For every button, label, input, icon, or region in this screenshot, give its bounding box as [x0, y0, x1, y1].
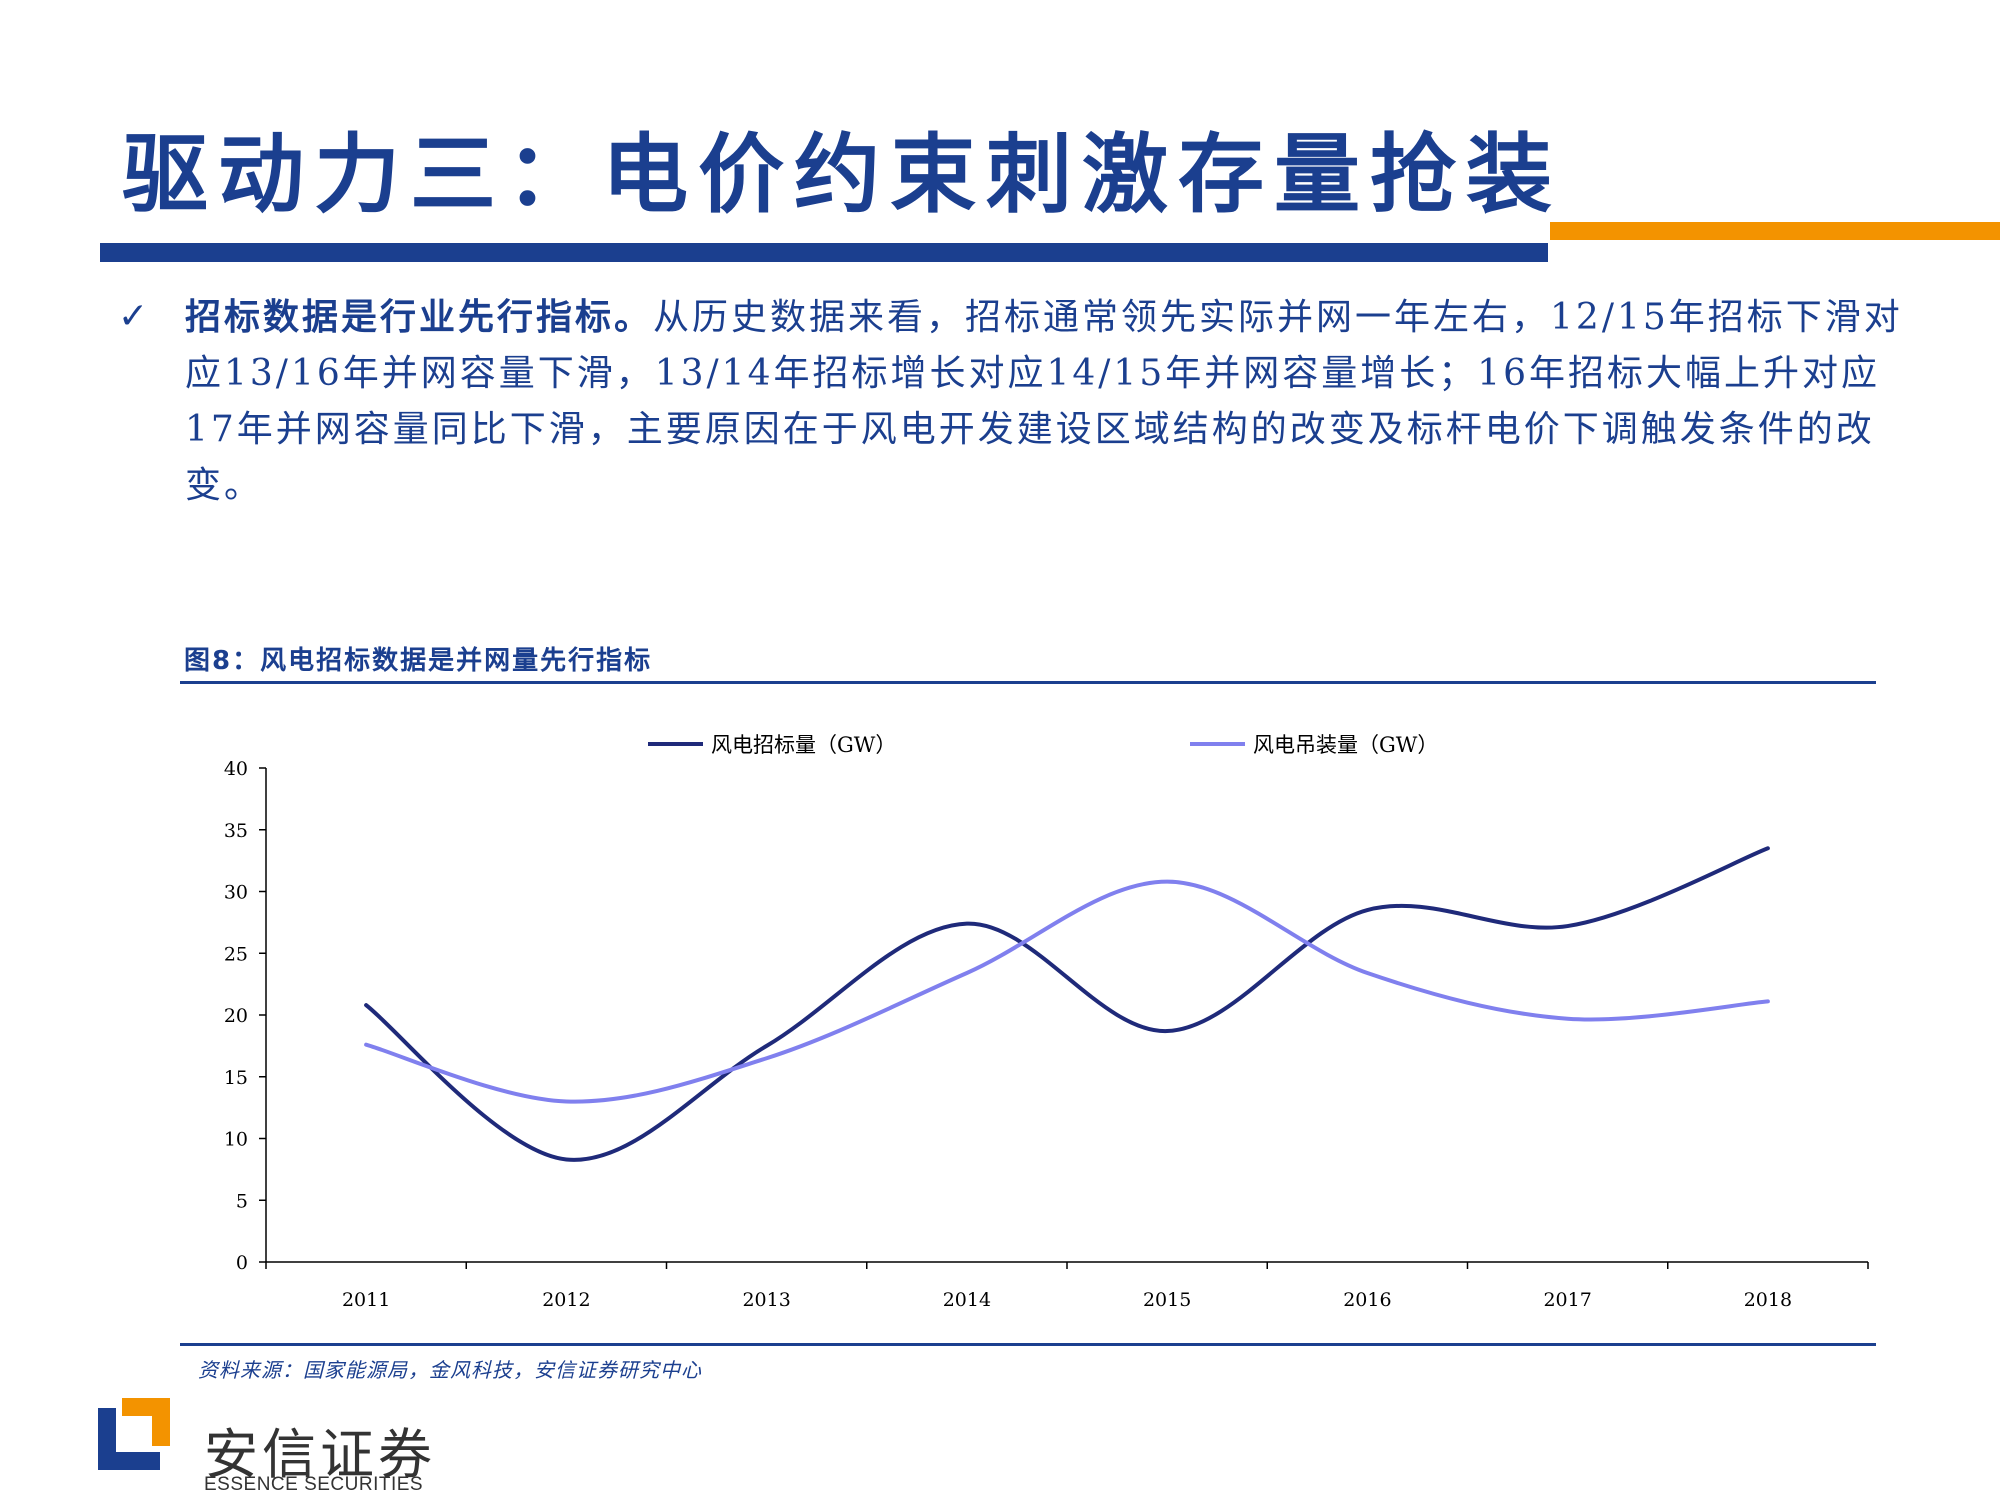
x-tick-label: 2015 — [1143, 1289, 1191, 1311]
slide-title: 驱动力三：电价约束刺激存量抢装 — [122, 125, 1562, 225]
y-tick-label: 25 — [224, 943, 248, 965]
y-tick-label: 20 — [224, 1005, 248, 1027]
x-tick-label: 2013 — [742, 1289, 790, 1311]
essence-logo-icon — [98, 1398, 170, 1470]
y-tick-label: 0 — [236, 1252, 248, 1274]
y-tick-label: 35 — [224, 820, 248, 842]
logo-name-cn: 安信证券 — [204, 1423, 436, 1486]
bullet-paragraph: 招标数据是行业先行指标。从历史数据来看，招标通常领先实际并网一年左右，12/15… — [185, 290, 1930, 514]
y-tick-label: 30 — [224, 882, 248, 904]
chart-series — [364, 846, 1770, 1162]
x-axis-ticks: 2011 2012 2013 2014 2015 2016 2017 2018 — [265, 1262, 1869, 1311]
y-tick-label: 5 — [236, 1190, 248, 1212]
y-tick-label: 10 — [224, 1129, 248, 1151]
x-tick-label: 2011 — [342, 1289, 390, 1311]
x-tick-label: 2014 — [943, 1289, 991, 1311]
x-tick-label: 2018 — [1744, 1289, 1792, 1311]
title-underline-orange — [1550, 222, 2000, 240]
series-line-1 — [364, 879, 1770, 1104]
x-tick-label: 2017 — [1543, 1289, 1591, 1311]
source-note: 资料来源：国家能源局，金风科技，安信证券研究中心 — [198, 1358, 702, 1382]
figure-top-rule — [180, 681, 1876, 684]
chart-legend: 风电招标量（GW） 风电吊装量（GW） — [648, 733, 1438, 757]
x-tick-label: 2012 — [542, 1289, 590, 1311]
y-axis-ticks: 0 5 10 15 20 25 30 35 40 — [224, 758, 266, 1274]
x-tick-label: 2016 — [1343, 1289, 1391, 1311]
bullet-lead: 招标数据是行业先行指标。 — [185, 297, 654, 338]
y-tick-label: 40 — [224, 758, 248, 780]
figure-title: 图8：风电招标数据是并网量先行指标 — [184, 646, 653, 676]
figure-bottom-rule — [180, 1343, 1876, 1346]
check-icon: ✓ — [118, 296, 149, 337]
logo-name-en: ESSENCE SECURITIES — [204, 1474, 424, 1495]
series-line-0 — [364, 846, 1770, 1162]
bullet-text: 从历史数据来看，招标通常领先实际并网一年左右，12/15年招标下滑对应13/16… — [185, 297, 1903, 506]
title-underline-blue — [100, 243, 1548, 262]
chart-axes — [265, 768, 1868, 1263]
y-tick-label: 15 — [224, 1067, 248, 1089]
legend-label-0: 风电招标量（GW） — [711, 733, 896, 757]
legend-label-1: 风电吊装量（GW） — [1253, 733, 1438, 757]
